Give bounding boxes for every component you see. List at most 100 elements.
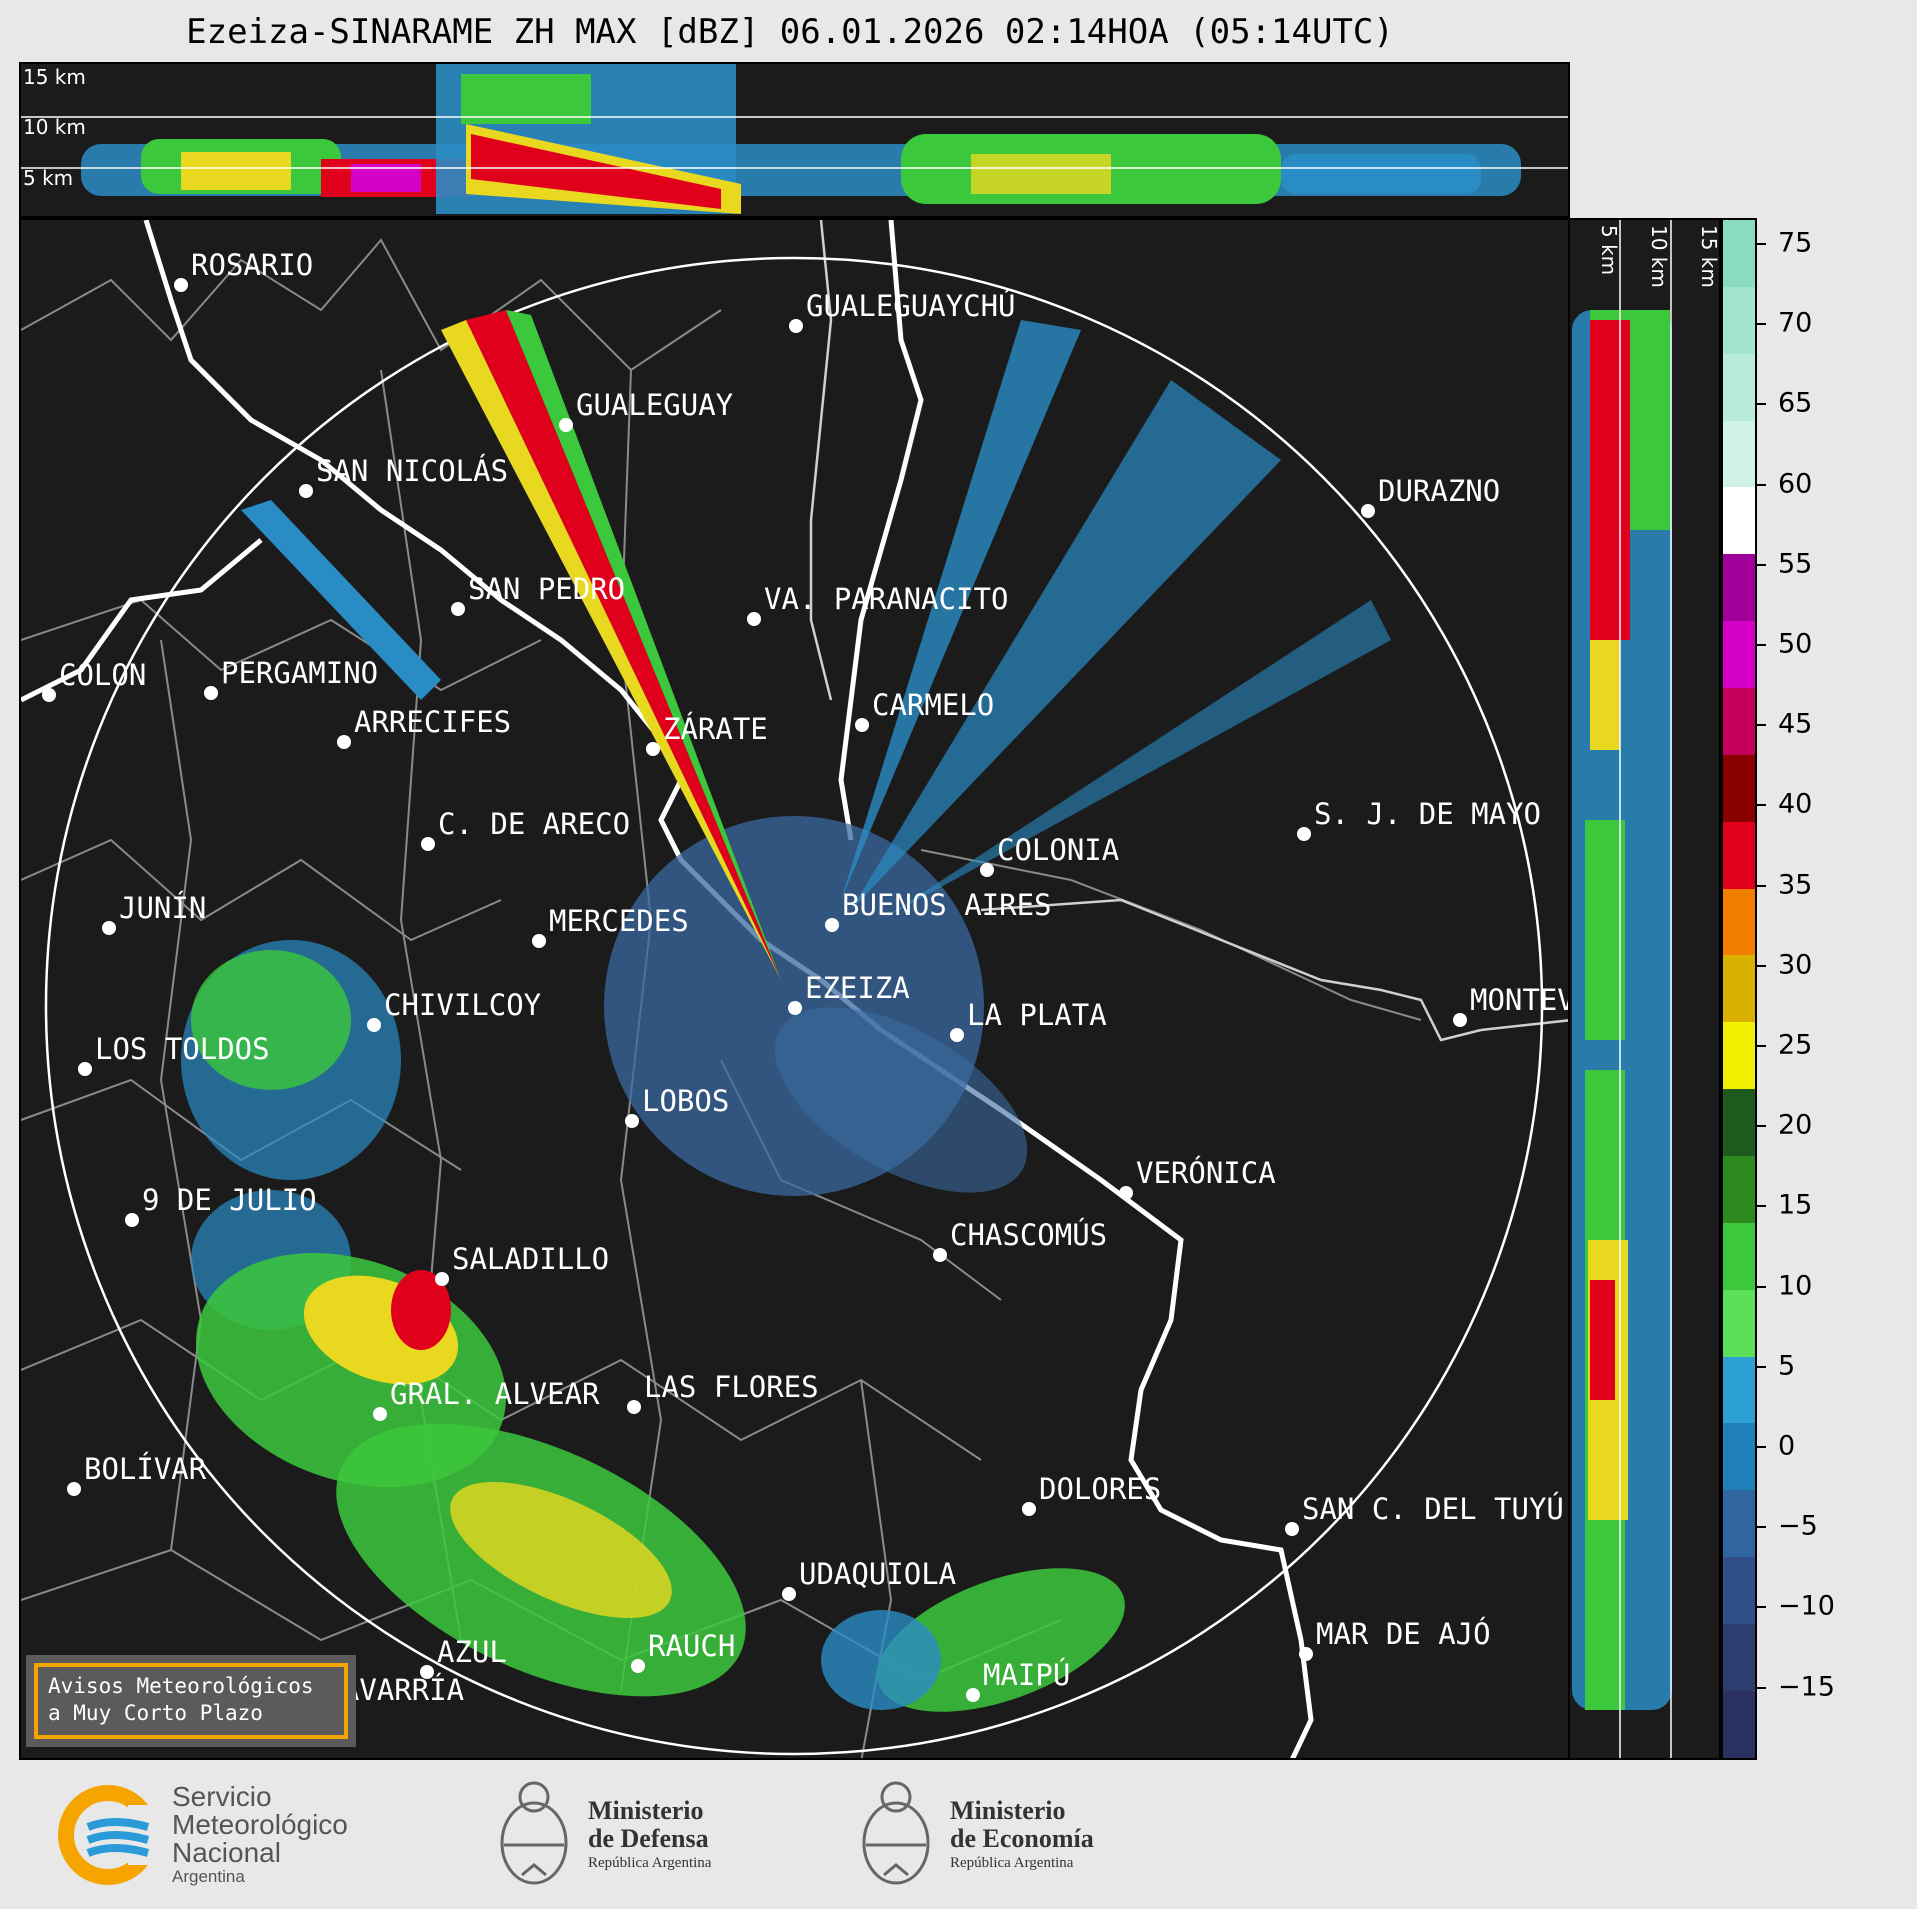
- city-dot: [855, 718, 869, 732]
- city-label: MAIPÚ: [983, 1658, 1070, 1692]
- city-marker: VA. PARANACITO: [747, 582, 1008, 626]
- colorbar-tick-label: 70: [1778, 307, 1813, 339]
- city-dot: [532, 934, 546, 948]
- city-label: DURAZNO: [1378, 474, 1500, 508]
- city-label: JUNÍN: [119, 891, 206, 925]
- city-dot: [627, 1400, 641, 1414]
- city-marker: CHASCOMÚS: [933, 1218, 1107, 1262]
- economia-line2: de Economía: [950, 1823, 1094, 1853]
- city-label: SAN PEDRO: [468, 572, 625, 606]
- avisos-badge[interactable]: Avisos Meteorológicos a Muy Corto Plazo: [26, 1655, 356, 1747]
- district-boundaries: [21, 238, 1422, 1758]
- city-marker: GUALEGUAYCHÚ: [789, 289, 1016, 333]
- right-altitude-label-10km: 10 km: [1647, 225, 1671, 288]
- smn-line1: Servicio: [172, 1780, 272, 1812]
- city-marker: UDAQUIOLA: [782, 1557, 956, 1601]
- colorbar-tick: [1757, 724, 1766, 727]
- colorbar-segment: [1723, 353, 1755, 421]
- colorbar-segment: [1723, 821, 1755, 889]
- smn-logo[interactable]: Servicio Meteorológico Nacional Argentin…: [58, 1772, 348, 1897]
- city-dot: [337, 735, 351, 749]
- smn-emblem-icon: [58, 1784, 158, 1885]
- city-label: MERCEDES: [549, 904, 689, 938]
- uruguay-border: [809, 220, 1568, 1042]
- economia-line1: Ministerio: [950, 1795, 1066, 1825]
- colorbar-tick-label: 65: [1778, 387, 1813, 419]
- colorbar-segment: [1723, 1624, 1755, 1691]
- national-coat-of-arms-icon: [500, 1781, 568, 1884]
- colorbar-segment: [1723, 1423, 1755, 1491]
- colorbar-tick-label: 40: [1778, 788, 1813, 820]
- colorbar-tick-label: 10: [1778, 1270, 1813, 1302]
- city-marker: JUNÍN: [102, 891, 206, 935]
- colorbar-tick: [1757, 1526, 1766, 1529]
- top-cross-section-panel: 15 km 10 km 5 km: [19, 62, 1570, 218]
- colorbar-tick-label: 15: [1778, 1189, 1813, 1221]
- city-dot: [631, 1659, 645, 1673]
- right-cross-section-plot: 5 km 10 km 15 km: [1570, 220, 1719, 1758]
- city-label: MAR DE AJÓ: [1316, 1617, 1491, 1651]
- city-label: COLONIA: [997, 833, 1119, 867]
- colorbar-segment: [1723, 554, 1755, 622]
- city-marker: AZUL: [420, 1635, 507, 1679]
- city-dot: [625, 1114, 639, 1128]
- city-dot: [782, 1587, 796, 1601]
- city-dot: [1297, 827, 1311, 841]
- city-dot: [420, 1665, 434, 1679]
- city-marker: RAUCH: [631, 1629, 735, 1673]
- storm-cells-southwest: [196, 1253, 1125, 1712]
- colorbar-tick: [1757, 403, 1766, 406]
- defensa-line2: de Defensa: [588, 1823, 709, 1853]
- city-markers: ROSARIO GUALEGUAYCHÚ GUALEGUAY SAN NICOLÁS D…: [42, 248, 1570, 1717]
- colorbar-segment: [1723, 286, 1755, 354]
- city-label: GUALEGUAYCHÚ: [806, 289, 1016, 323]
- colorbar-segment: [1723, 1222, 1755, 1290]
- colorbar-tick-label: 0: [1778, 1430, 1796, 1462]
- city-dot: [825, 918, 839, 932]
- city-label: COLON: [59, 658, 146, 692]
- city-label: VA. PARANACITO: [764, 582, 1008, 616]
- city-label: SALADILLO: [452, 1242, 609, 1276]
- colorbar-segment: [1723, 220, 1755, 287]
- city-label: RAUCH: [648, 1629, 735, 1663]
- city-label: GRAL. ALVEAR: [390, 1377, 600, 1411]
- beam-red: [466, 310, 781, 980]
- colorbar-tick-label: 20: [1778, 1109, 1813, 1141]
- city-label: PERGAMINO: [221, 656, 378, 690]
- city-marker: 9 DE JULIO: [125, 1183, 317, 1227]
- city-dot: [1285, 1522, 1299, 1536]
- colorbar-segment: [1723, 1289, 1755, 1357]
- city-label: AZUL: [437, 1635, 507, 1669]
- city-marker: ZÁRATE: [646, 712, 768, 756]
- city-marker: LA PLATA: [950, 998, 1107, 1042]
- colorbar-tick: [1757, 483, 1766, 486]
- city-label: C. DE ARECO: [438, 807, 630, 841]
- colorbar: [1721, 218, 1757, 1760]
- top-cross-section-plot: 15 km 10 km 5 km: [21, 64, 1568, 216]
- city-label: SAN NICOLÁS: [316, 454, 508, 488]
- colorbar-tick: [1757, 1205, 1766, 1208]
- city-marker: CHIVILCOY: [367, 988, 541, 1032]
- colorbar-tick-label: 50: [1778, 628, 1813, 660]
- city-label: UDAQUIOLA: [799, 1557, 956, 1591]
- economia-logo[interactable]: Ministerio de Economía República Argenti…: [856, 1772, 1094, 1897]
- city-label: BUENOS AIRES: [842, 888, 1052, 922]
- city-label: 9 DE JULIO: [142, 1183, 317, 1217]
- colorbar-tick: [1757, 1125, 1766, 1128]
- defensa-logo[interactable]: Ministerio de Defensa República Argentin…: [494, 1772, 711, 1897]
- colorbar-segment: [1723, 888, 1755, 956]
- city-label: EZEIZA: [805, 971, 910, 1005]
- city-dot: [950, 1028, 964, 1042]
- colorbar-tick-label: 75: [1778, 227, 1813, 259]
- colorbar-tick: [1757, 1365, 1766, 1368]
- altitude-label-15km: 15 km: [23, 65, 86, 89]
- city-marker: SAN NICOLÁS: [299, 454, 508, 498]
- smn-line3: Nacional: [172, 1836, 281, 1868]
- city-dot: [980, 863, 994, 877]
- city-marker: S. J. DE MAYO: [1297, 797, 1541, 841]
- city-marker: ROSARIO: [174, 248, 313, 292]
- smn-line2: Meteorológico: [172, 1808, 348, 1840]
- city-label: DOLORES: [1039, 1472, 1161, 1506]
- city-label: MONTEVIDEO: [1470, 983, 1570, 1017]
- colorbar-tick-label: 55: [1778, 548, 1813, 580]
